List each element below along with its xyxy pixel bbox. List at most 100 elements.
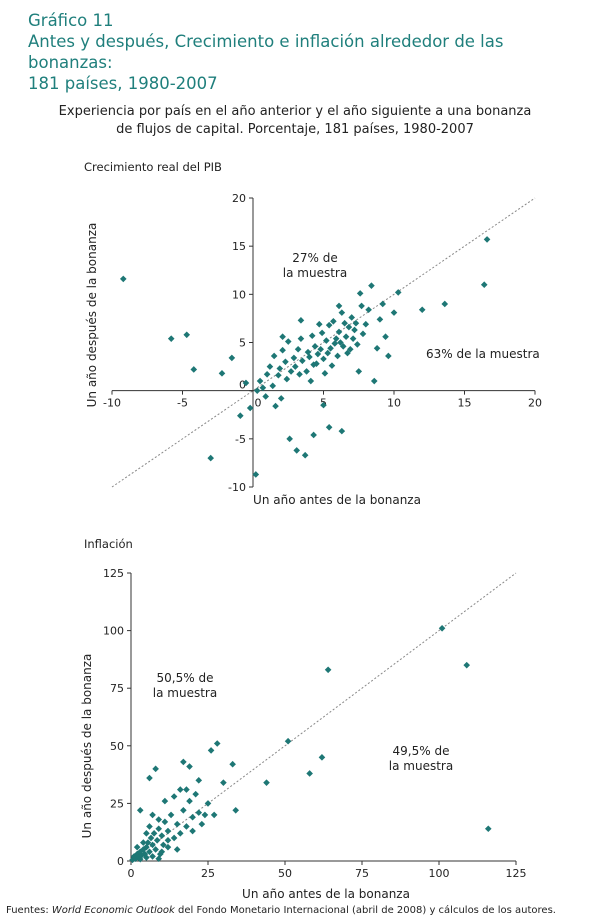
y-tick-label: 75 xyxy=(110,682,124,695)
data-point xyxy=(297,335,305,342)
data-point xyxy=(232,807,240,814)
reference-line xyxy=(111,197,536,488)
data-point xyxy=(283,375,291,383)
data-point xyxy=(348,314,355,321)
source-suffix: del Fondo Monetario Internacional (abril… xyxy=(178,905,556,916)
data-point xyxy=(153,836,161,844)
y-tick-label: -10 xyxy=(228,481,246,494)
data-point xyxy=(173,820,181,828)
figure-subtitle: Experiencia por país en el año anterior … xyxy=(0,103,590,139)
data-point xyxy=(323,337,330,344)
data-point xyxy=(190,366,198,373)
data-point xyxy=(256,377,264,385)
figure-number: Gráfico 11 xyxy=(28,11,114,30)
data-point xyxy=(155,816,163,823)
data-point xyxy=(119,275,127,283)
data-point xyxy=(320,401,327,409)
data-point xyxy=(301,451,309,459)
data-point xyxy=(317,345,324,353)
data-point xyxy=(282,358,289,366)
data-point xyxy=(310,361,317,368)
y-tick-label: 5 xyxy=(239,337,246,350)
data-point xyxy=(252,471,260,478)
data-point xyxy=(307,377,315,385)
data-point xyxy=(325,423,333,431)
x-tick-label: -5 xyxy=(177,397,188,410)
data-point xyxy=(324,666,332,674)
data-point xyxy=(394,289,402,296)
figure-title-line2: 181 países, 1980-2007 xyxy=(28,74,218,93)
data-point xyxy=(370,377,378,385)
data-point xyxy=(158,848,166,856)
data-point xyxy=(463,661,471,669)
y-axis-label: Un año después de la bonanza xyxy=(80,654,94,839)
chart2-title: Inflación xyxy=(84,537,133,551)
data-point xyxy=(160,841,167,849)
data-point xyxy=(146,848,153,856)
data-point xyxy=(325,321,333,329)
data-point xyxy=(158,832,166,839)
x-tick-label: 100 xyxy=(429,867,450,880)
y-tick-label: 100 xyxy=(103,625,124,638)
data-point xyxy=(144,839,152,846)
data-point xyxy=(390,309,398,316)
x-tick-label: -10 xyxy=(103,397,121,410)
data-point xyxy=(213,740,221,747)
data-point xyxy=(338,309,346,316)
data-point xyxy=(303,368,310,375)
data-point xyxy=(155,855,163,862)
y-tick-label: 125 xyxy=(103,567,124,580)
data-point xyxy=(320,355,327,363)
data-point xyxy=(279,346,286,354)
data-point xyxy=(270,352,278,360)
data-point xyxy=(161,797,169,805)
sample-annotation: la muestra xyxy=(389,759,453,773)
data-point xyxy=(328,362,336,369)
data-point xyxy=(149,853,156,860)
data-point xyxy=(186,797,193,805)
data-point xyxy=(228,354,236,362)
data-point xyxy=(170,793,178,800)
y-tick-label: 25 xyxy=(110,797,124,810)
data-point xyxy=(314,350,322,358)
data-point xyxy=(418,306,426,314)
data-point xyxy=(173,846,181,853)
x-tick-label: 15 xyxy=(458,397,472,410)
data-point xyxy=(192,790,199,798)
data-point xyxy=(155,825,163,833)
data-point xyxy=(290,354,298,362)
data-point xyxy=(150,830,158,837)
data-point xyxy=(385,352,392,360)
y-tick-label: -5 xyxy=(235,433,246,446)
data-point xyxy=(237,412,244,420)
sample-annotation: 27% de xyxy=(292,251,338,265)
data-point xyxy=(141,850,149,858)
data-point xyxy=(266,363,274,370)
data-point xyxy=(354,341,361,348)
data-point xyxy=(189,827,196,835)
data-point xyxy=(146,774,153,782)
data-point xyxy=(382,333,389,341)
x-tick-label: 125 xyxy=(506,867,527,880)
data-point xyxy=(293,447,301,454)
data-point xyxy=(276,365,284,372)
data-point xyxy=(156,850,164,858)
data-point xyxy=(164,836,172,844)
sample-annotation: 63% de la muestra xyxy=(426,347,540,361)
data-point xyxy=(483,236,491,243)
data-point xyxy=(315,320,323,328)
data-point xyxy=(220,779,227,786)
data-point xyxy=(341,319,348,327)
data-point xyxy=(308,332,316,340)
figure-header: Gráfico 11 Antes y después, Crecimiento … xyxy=(28,10,588,94)
data-point xyxy=(176,786,184,793)
data-point xyxy=(376,316,384,323)
data-point xyxy=(180,758,187,766)
x-tick-label: 10 xyxy=(387,397,401,410)
data-point xyxy=(275,371,282,379)
data-point xyxy=(246,404,254,412)
data-point xyxy=(195,809,203,816)
data-point xyxy=(183,823,190,830)
data-point xyxy=(306,770,313,777)
